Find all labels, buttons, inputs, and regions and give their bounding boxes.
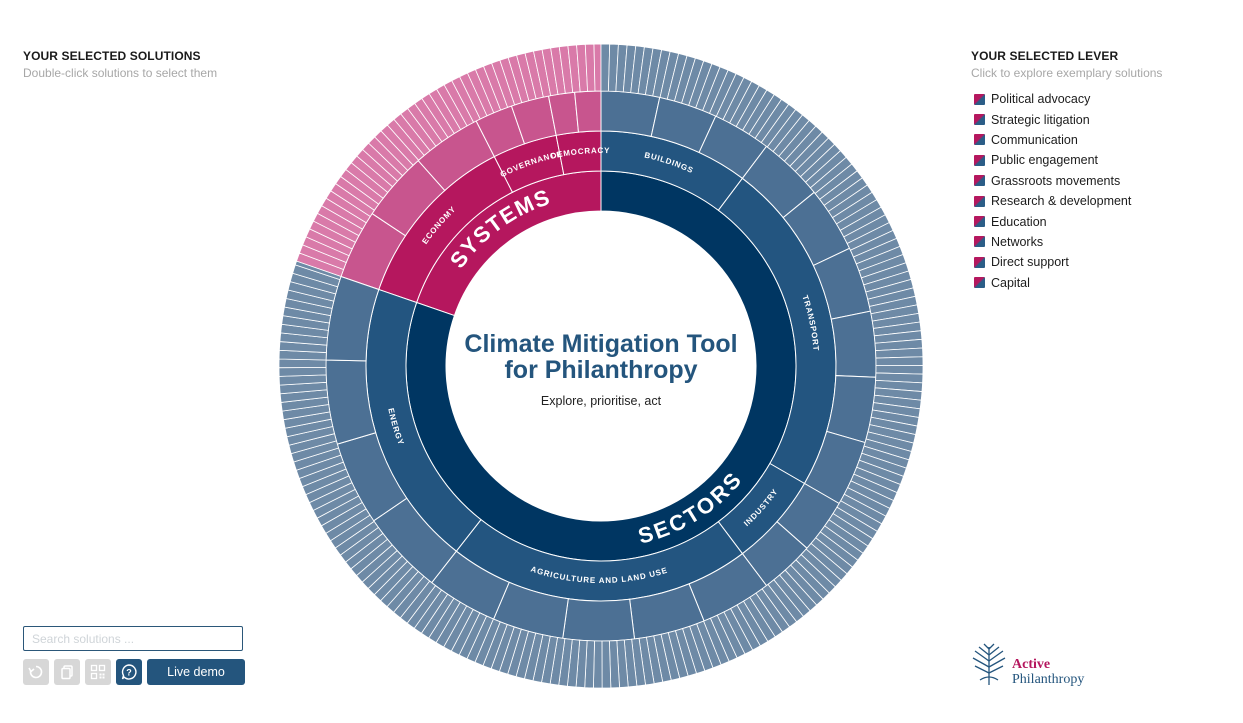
lever-item-networks[interactable]: Networks <box>971 232 1221 252</box>
lever-swatch-icon <box>974 93 985 105</box>
active-philanthropy-logo: Active Philanthropy <box>970 641 1130 691</box>
lever-swatch-icon <box>974 277 985 289</box>
lever-swatch-icon <box>974 134 985 146</box>
selected-lever-title: YOUR SELECTED LEVER <box>971 49 1119 63</box>
sunburst-rings[interactable] <box>278 43 924 689</box>
lever-item-capital[interactable]: Capital <box>971 273 1221 293</box>
logo-text-philanthropy: Philanthropy <box>1012 672 1085 687</box>
lever-list: Political advocacy Strategic litigation … <box>971 89 1221 293</box>
lever-label: Research & development <box>991 194 1132 209</box>
solution-segment[interactable] <box>294 260 342 281</box>
lever-label: Public engagement <box>991 153 1099 168</box>
copy-button[interactable] <box>54 659 80 685</box>
lever-item-strategic-litigation[interactable]: Strategic litigation <box>971 109 1221 129</box>
lever-item-education[interactable]: Education <box>971 211 1221 231</box>
center-title-line2: for Philanthropy <box>504 356 697 384</box>
lever-item-direct-support[interactable]: Direct support <box>971 252 1221 272</box>
center-title-line1: Climate Mitigation Tool <box>464 330 737 358</box>
lever-item-grassroots-movements[interactable]: Grassroots movements <box>971 171 1221 191</box>
svg-text:?: ? <box>126 668 132 678</box>
lever-swatch-icon <box>974 175 985 187</box>
search-input[interactable] <box>23 626 243 651</box>
lever-item-research-development[interactable]: Research & development <box>971 191 1221 211</box>
live-demo-button[interactable]: Live demo <box>147 659 245 685</box>
copy-icon <box>61 665 73 680</box>
subcategory-segment[interactable] <box>562 598 636 642</box>
lever-swatch-icon <box>974 256 985 268</box>
center-subtitle: Explore, prioritise, act <box>541 394 662 408</box>
solution-segment[interactable] <box>601 640 612 689</box>
subcategory-segment[interactable] <box>830 310 877 378</box>
subcategory-segment[interactable] <box>600 90 661 138</box>
qr-code-icon <box>90 664 106 680</box>
lever-label: Strategic litigation <box>991 112 1090 127</box>
reset-button[interactable] <box>23 659 49 685</box>
lever-item-political-advocacy[interactable]: Political advocacy <box>971 89 1221 109</box>
lever-label: Networks <box>991 234 1044 249</box>
solution-segment[interactable] <box>875 356 924 366</box>
solution-segment[interactable] <box>593 43 602 92</box>
qr-code-button[interactable] <box>85 659 111 685</box>
lever-label: Communication <box>991 132 1078 147</box>
selected-solutions-title: YOUR SELECTED SOLUTIONS <box>23 49 201 63</box>
selected-lever-panel: YOUR SELECTED LEVER Click to explore exe… <box>971 49 1221 293</box>
selected-lever-hint: Click to explore exemplary solutions <box>971 66 1163 80</box>
lever-swatch-icon <box>974 195 985 207</box>
solution-segment[interactable] <box>278 367 327 377</box>
lever-label: Direct support <box>991 255 1069 270</box>
subcategory-segment[interactable] <box>574 90 602 133</box>
lever-swatch-icon <box>974 154 985 166</box>
solution-segment[interactable] <box>278 358 327 369</box>
center-disc <box>446 211 756 521</box>
lever-label: Education <box>991 214 1047 229</box>
lever-item-communication[interactable]: Communication <box>971 130 1221 150</box>
logo-text-active: Active <box>1012 657 1051 672</box>
lever-label: Grassroots movements <box>991 173 1121 188</box>
lever-label: Capital <box>991 275 1030 290</box>
lever-item-public-engagement[interactable]: Public engagement <box>971 150 1221 170</box>
tree-logo-icon <box>972 643 1006 685</box>
lever-swatch-icon <box>974 216 985 228</box>
help-icon: ? <box>121 664 137 680</box>
lever-swatch-icon <box>974 236 985 248</box>
help-button[interactable]: ? <box>116 659 142 685</box>
selected-solutions-panel: YOUR SELECTED SOLUTIONS Double-click sol… <box>23 49 283 80</box>
lever-swatch-icon <box>974 114 985 126</box>
lever-label: Political advocacy <box>991 92 1091 107</box>
selected-solutions-hint: Double-click solutions to select them <box>23 66 218 80</box>
reset-icon <box>28 665 43 679</box>
